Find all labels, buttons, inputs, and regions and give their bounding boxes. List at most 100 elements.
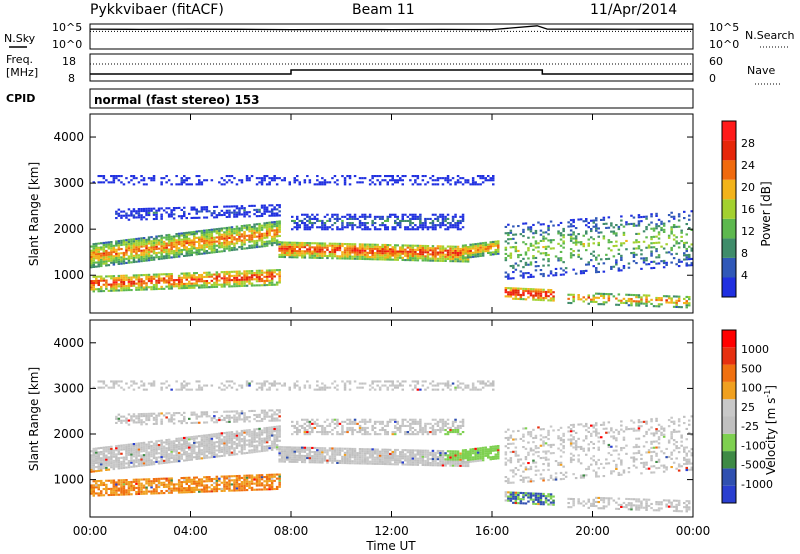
power-cell [183,244,186,247]
velocity-cell [260,445,264,448]
power-cell [361,247,364,250]
velocity-cell [286,450,289,453]
power-cell [177,255,181,258]
power-cell [185,250,188,253]
power-cell [449,258,452,261]
velocity-cell [275,438,279,441]
power-heatmap [90,175,693,309]
power-cell [439,245,442,248]
velocity-cell [180,439,183,442]
velocity-cell [107,462,111,465]
power-cell [449,179,452,182]
velocity-cell [258,478,261,481]
power-cell [650,298,653,301]
velocity-cell [218,436,221,439]
velocity-cell [253,436,256,439]
power-cell [265,226,269,229]
power-cell [600,294,603,297]
power-cell [130,246,133,249]
power-cell [160,217,163,220]
power-cell [333,175,337,178]
velocity-cell [142,443,146,446]
power-cell [132,284,136,287]
power-cell [188,248,191,251]
velocity-cell [270,473,274,476]
velocity-cell [155,456,158,459]
power-cell [130,248,133,251]
power-cell [489,251,492,254]
power-cell [253,227,256,230]
power-cell [336,179,339,182]
power-cell [117,256,121,259]
power-cell [351,215,354,218]
power-cell [363,226,367,229]
power-cell [180,217,183,220]
power-cell [572,225,575,228]
power-cell [331,253,334,256]
power-cell [419,244,422,247]
power-cell [444,228,447,231]
velocity-cell [253,438,256,441]
power-cell [652,305,656,308]
power-cell [90,249,93,252]
power-cell [313,183,317,186]
velocity-cell [147,461,151,464]
power-cell [198,276,201,279]
power-cell [672,224,676,227]
power-cell [258,237,261,240]
velocity-cell [250,474,254,477]
velocity-cell [165,479,168,482]
power-cell [135,276,138,279]
power-cell [421,175,425,178]
power-cell [165,257,168,260]
power-cell [321,250,324,253]
power-cell [268,225,271,228]
power-cell [544,295,548,298]
power-y-label: Slant Range [km] [27,162,41,266]
power-cell [223,247,226,250]
power-cell [135,244,138,247]
power-cell [318,244,322,247]
power-cell [655,223,658,226]
power-cell [675,252,678,255]
power-cell [147,207,151,210]
velocity-cell [255,415,259,418]
frequency-panel-frame [89,53,694,82]
power-cell [341,224,344,227]
velocity-cell [155,484,158,487]
power-cell [265,244,269,247]
power-cell [358,245,362,248]
power-cell [165,242,168,245]
velocity-cell [190,444,193,447]
power-cell [311,254,314,257]
velocity-cell [213,488,216,491]
power-cell [590,230,593,233]
power-cell [602,303,606,306]
power-cell [466,248,470,251]
velocity-cell [208,438,211,441]
velocity-cell [137,417,141,420]
noise-right-label: N.Search [745,29,795,42]
velocity-cell [268,428,271,431]
velocity-cell [137,415,141,418]
power-cell [348,245,352,248]
velocity-cell [177,483,181,486]
power-cell [107,275,111,278]
power-cell [655,227,658,230]
power-cell [253,231,256,234]
power-cell [268,269,271,272]
velocity-cell [245,439,249,442]
velocity-cell [135,450,138,453]
velocity-cell [140,456,143,459]
power-cell [293,222,296,225]
power-cell [230,175,234,178]
power-cell [517,256,520,259]
power-cell [451,224,455,227]
velocity-cell [180,449,183,452]
power-cell [268,275,271,278]
power-cell [233,244,236,247]
power-cell [203,208,206,211]
velocity-cell [122,419,126,422]
power-cell [275,177,279,180]
velocity-cell [258,413,261,416]
